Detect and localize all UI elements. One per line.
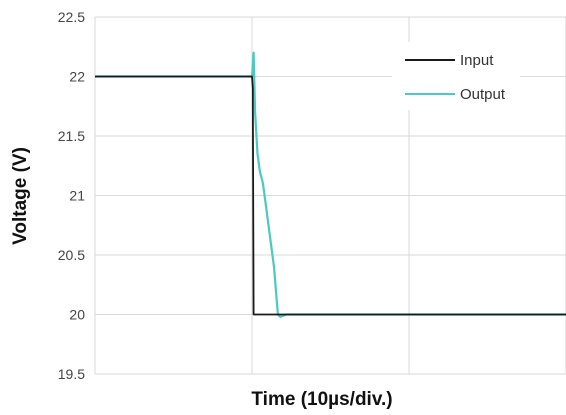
legend: Input Output: [392, 42, 520, 110]
legend-label-input: Input: [460, 52, 494, 69]
y-tick-label-6: 19.5: [58, 366, 85, 382]
x-axis-title: Time (10µs/div.): [251, 389, 392, 410]
y-tick-label-0: 22.5: [58, 9, 85, 25]
y-tick-labels: 22.5 22 21.5 21 20.5 20 19.5: [58, 9, 85, 382]
legend-label-output: Output: [460, 86, 506, 103]
y-tick-label-2: 21.5: [58, 128, 85, 144]
y-tick-label-5: 20: [69, 307, 85, 323]
y-axis-title: Voltage (V): [10, 147, 31, 245]
y-tick-label-4: 20.5: [58, 247, 85, 263]
y-tick-label-1: 22: [69, 69, 85, 85]
y-tick-label-3: 21: [69, 188, 85, 204]
